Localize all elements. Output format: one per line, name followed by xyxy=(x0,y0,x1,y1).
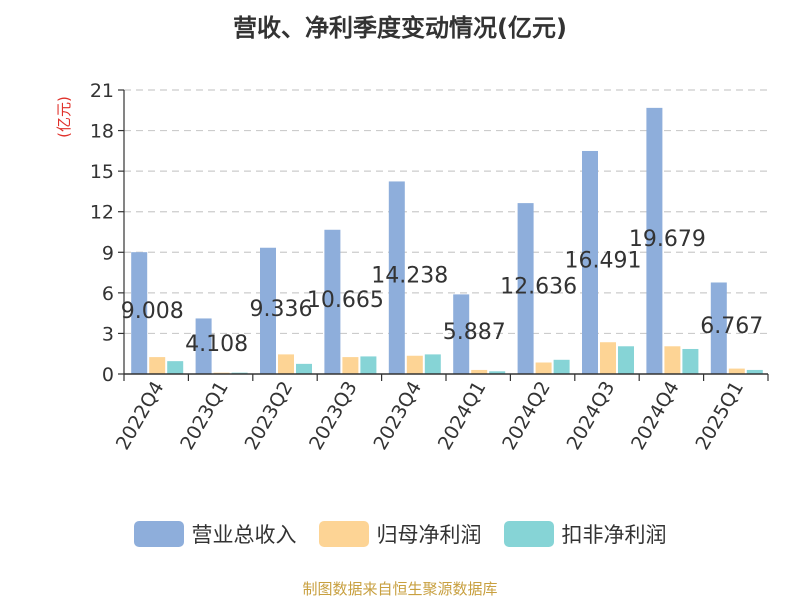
legend: 营业总收入 归母净利润 扣非净利润 xyxy=(0,519,800,549)
bar-revenue-2023Q4 xyxy=(388,181,405,374)
x-tick-label: 2023Q1 xyxy=(176,378,233,454)
legend-label: 归母净利润 xyxy=(376,523,482,547)
data-label: 19.679 xyxy=(629,227,706,252)
y-tick-label: 12 xyxy=(90,202,114,224)
x-tick-label: 2024Q2 xyxy=(498,378,555,454)
x-tick-label: 2023Q4 xyxy=(369,378,426,454)
bar-deducted-net-profit-2023Q3 xyxy=(360,356,377,374)
x-tick-label: 2022Q4 xyxy=(112,378,169,454)
bar-net-profit-2022Q4 xyxy=(149,357,166,374)
x-tick-label: 2024Q3 xyxy=(563,378,620,454)
y-tick-label: 0 xyxy=(102,364,114,386)
legend-swatch xyxy=(133,521,184,547)
legend-item[interactable]: 营业总收入 xyxy=(133,519,297,549)
bar-revenue-2024Q2 xyxy=(517,203,534,374)
bar-revenue-2025Q1 xyxy=(710,282,727,374)
bar-deducted-net-profit-2024Q3 xyxy=(618,346,634,374)
bar-revenue-2023Q1 xyxy=(195,318,212,374)
bar-deducted-net-profit-2024Q1 xyxy=(489,371,506,374)
bar-deducted-net-profit-2024Q4 xyxy=(682,348,699,374)
y-axis-label: (亿元) xyxy=(55,96,73,138)
x-tick-label: 2024Q1 xyxy=(434,378,491,454)
bar-net-profit-2023Q4 xyxy=(406,355,423,374)
bar-revenue-2024Q3 xyxy=(582,150,598,374)
data-label: 9.008 xyxy=(121,299,184,324)
bar-net-profit-2023Q2 xyxy=(278,354,294,374)
legend-label: 营业总收入 xyxy=(191,523,297,547)
x-tick-label: 2023Q2 xyxy=(241,378,298,454)
y-tick-label: 15 xyxy=(90,161,114,183)
data-label: 12.636 xyxy=(500,275,577,300)
data-label: 9.336 xyxy=(250,297,313,322)
bar-revenue-2022Q4 xyxy=(131,252,148,374)
data-label: 10.665 xyxy=(307,288,384,313)
bar-net-profit-2024Q1 xyxy=(471,369,488,374)
x-tick-label: 2023Q3 xyxy=(305,378,362,454)
data-label: 16.491 xyxy=(565,248,642,273)
bar-revenue-2024Q1 xyxy=(453,294,470,374)
x-tick-label: 2025Q1 xyxy=(691,378,748,454)
bar-deducted-net-profit-2023Q2 xyxy=(296,363,312,374)
bar-deducted-net-profit-2022Q4 xyxy=(167,361,184,374)
y-tick-label: 18 xyxy=(90,121,114,143)
data-label: 6.767 xyxy=(700,314,763,339)
legend-item[interactable]: 归母净利润 xyxy=(318,519,482,549)
bar-revenue-2024Q4 xyxy=(646,107,663,374)
legend-item[interactable]: 扣非净利润 xyxy=(503,519,667,549)
y-tick-label: 9 xyxy=(102,242,114,264)
data-label: 5.887 xyxy=(443,320,506,345)
bar-net-profit-2023Q3 xyxy=(342,357,359,374)
bar-net-profit-2024Q3 xyxy=(600,342,616,374)
bar-deducted-net-profit-2023Q4 xyxy=(424,354,441,374)
bar-deducted-net-profit-2024Q2 xyxy=(553,359,570,374)
bar-net-profit-2024Q4 xyxy=(664,346,681,374)
legend-swatch xyxy=(503,521,554,547)
bar-net-profit-2024Q2 xyxy=(535,362,552,374)
bar-revenue-2023Q3 xyxy=(324,229,341,374)
legend-label: 扣非净利润 xyxy=(561,523,667,547)
x-tick-label: 2024Q4 xyxy=(627,378,684,454)
bar-deducted-net-profit-2025Q1 xyxy=(746,369,763,374)
y-tick-label: 21 xyxy=(90,80,114,102)
y-tick-label: 3 xyxy=(102,323,114,345)
legend-swatch xyxy=(318,521,369,547)
data-label: 4.108 xyxy=(185,332,248,357)
chart-title: 营收、净利季度变动情况(亿元) xyxy=(233,14,567,42)
data-label: 14.238 xyxy=(371,264,448,289)
bar-net-profit-2025Q1 xyxy=(728,368,745,374)
source-footer: 制图数据来自恒生聚源数据库 xyxy=(302,580,498,598)
y-tick-label: 6 xyxy=(102,283,114,305)
bar-revenue-2023Q2 xyxy=(260,247,276,374)
